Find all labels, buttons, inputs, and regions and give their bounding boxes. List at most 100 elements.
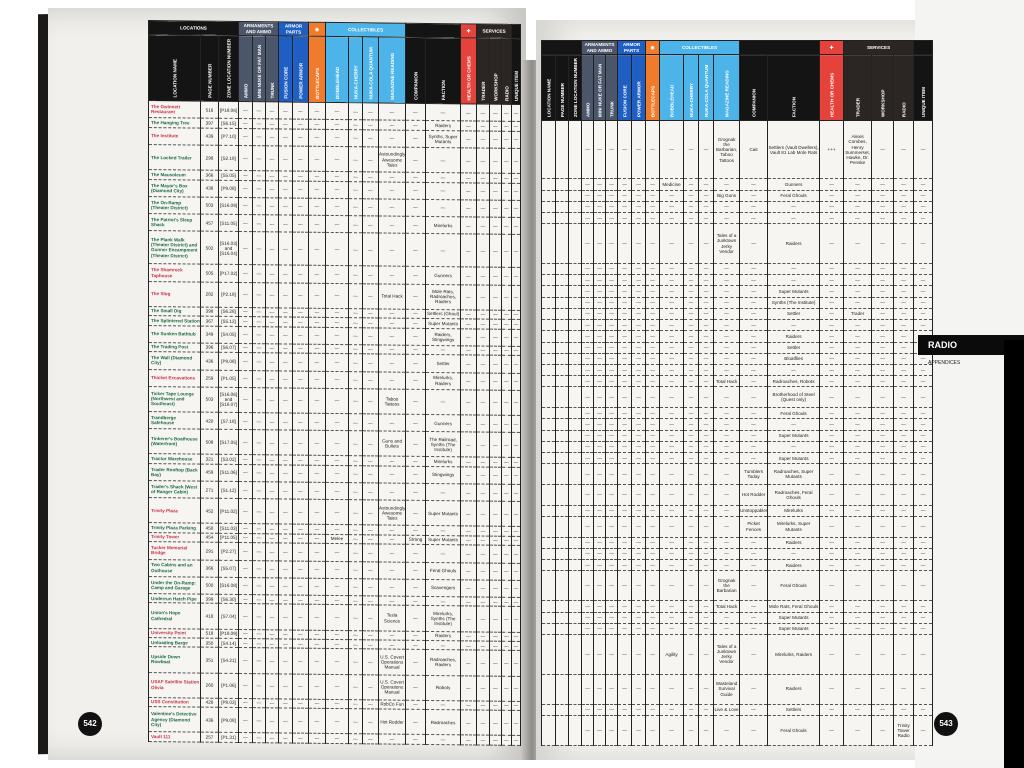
cell-faction: Super Mutants <box>767 429 821 442</box>
location-name: The Hanging Tree <box>148 117 201 128</box>
cell-workshop: — <box>489 148 502 174</box>
cell-fusion: — <box>617 223 633 264</box>
cell-radio: — <box>893 536 915 549</box>
cell-health: — <box>819 634 845 675</box>
cell-bobblehead: — <box>659 330 685 343</box>
cell-reading: — <box>713 440 741 454</box>
cell-trader: — <box>843 386 873 409</box>
cell-trader: — <box>476 710 490 736</box>
page-number <box>555 307 569 321</box>
table-row: — — — — — — — — — — — — — — — — — <box>541 274 934 287</box>
cell-cherry: — <box>348 308 363 319</box>
cell-quantum: — <box>362 233 379 267</box>
cell-faction: Stingwings <box>425 466 461 484</box>
cell-reading: — <box>378 354 406 372</box>
cell-trunk: — <box>605 375 619 388</box>
cell-ammo: — <box>581 558 595 572</box>
cell-health: — <box>460 526 477 536</box>
cell-cherry: — <box>683 673 700 705</box>
cell-reading: — <box>713 429 741 442</box>
cell-power: — <box>292 128 309 147</box>
cell-caps: — <box>645 673 661 705</box>
page-number-right: 543 <box>934 712 958 736</box>
cell-workshop: — <box>489 346 502 356</box>
cell-companion: — <box>405 699 426 710</box>
cell-reading: — <box>378 129 406 148</box>
cell-radio: — <box>893 178 915 191</box>
cell-workshop: — <box>489 535 502 546</box>
cell-caps: — <box>645 375 661 388</box>
page-number <box>555 352 569 366</box>
cell-radio: — <box>893 418 915 431</box>
cell-reading: — <box>378 456 406 467</box>
cell-quantum: — <box>362 146 379 173</box>
location-name <box>541 364 556 377</box>
cell-mini: — <box>252 128 266 146</box>
cell-radio: — <box>893 200 915 214</box>
cell-fusion: — <box>278 543 293 561</box>
page-number <box>555 285 569 298</box>
cell-radio: — <box>893 703 915 716</box>
cell-trunk: — <box>605 483 619 506</box>
cell-health: — <box>460 579 477 598</box>
cell-ammo: — <box>581 407 595 420</box>
cell-unique: — <box>913 307 934 321</box>
zone-location <box>567 120 583 180</box>
cell-caps: — <box>308 317 326 328</box>
cell-trunk: — <box>265 214 279 233</box>
cell-quantum: — <box>362 639 379 650</box>
cell-power: — <box>292 307 309 318</box>
cell-mini: — <box>593 634 607 675</box>
cell-caps: — <box>308 534 326 544</box>
cell-reading: — <box>378 483 406 501</box>
cell-fusion: — <box>278 673 293 699</box>
cell-cherry: — <box>683 120 700 180</box>
table-row: ———————————Raiders————— <box>541 330 934 343</box>
cell-reading: — <box>713 504 741 517</box>
cell-cherry: — <box>348 430 363 457</box>
cell-workshop: — <box>871 223 895 264</box>
cell-faction: Settler <box>767 307 821 321</box>
zone-location: [P1.31] <box>218 732 239 743</box>
cell-workshop: — <box>489 484 502 502</box>
cell-faction: Bloatflies <box>767 352 821 366</box>
cell-quantum: — <box>362 699 379 710</box>
cell-unique: — <box>511 580 521 598</box>
cell-companion: — <box>405 630 426 641</box>
location-name <box>541 375 556 388</box>
cell-power: — <box>631 463 647 485</box>
zone-location: [S6.07] <box>218 343 239 353</box>
cell-trader: — <box>843 418 873 431</box>
cell-bobblehead: — <box>659 120 685 180</box>
table-row: — — — — — — — — — — Tumblers Today Radroaches, Supe… <box>541 463 934 485</box>
cell-workshop: — <box>871 120 895 180</box>
page-number <box>555 504 569 517</box>
zone-location <box>567 330 583 343</box>
cell-faction: Raiders <box>425 631 461 641</box>
cell-radio: — <box>893 483 915 506</box>
cell-quantum: — <box>362 544 379 562</box>
cell-unique: — <box>511 200 521 218</box>
column-header: BOBBLEHEAD <box>659 54 684 121</box>
cell-workshop: — <box>871 673 895 705</box>
page-number <box>555 189 569 202</box>
cell-caps: — <box>645 307 661 321</box>
cell-faction: — <box>425 345 461 356</box>
location-name <box>541 536 556 549</box>
cell-power: — <box>292 343 309 354</box>
cell-workshop: — <box>871 407 895 420</box>
cell-reading: Hot Rodder <box>378 709 406 735</box>
cell-trader: — <box>843 319 873 332</box>
page-number <box>555 600 569 613</box>
cell-mini: — <box>593 611 607 624</box>
cell-faction: Mirelurks, Synths (The Institute) <box>425 605 461 632</box>
cell-bobblehead: — <box>659 200 685 214</box>
table-row: The Plank Walk (Theater District) and Gu… <box>148 230 521 268</box>
cell-companion: — <box>405 640 426 650</box>
cell-power: — <box>292 499 309 525</box>
cell-health: — <box>460 267 477 285</box>
cell-reading: — <box>378 344 406 355</box>
cell-cherry: — <box>348 120 363 130</box>
cell-companion: — <box>739 703 769 716</box>
